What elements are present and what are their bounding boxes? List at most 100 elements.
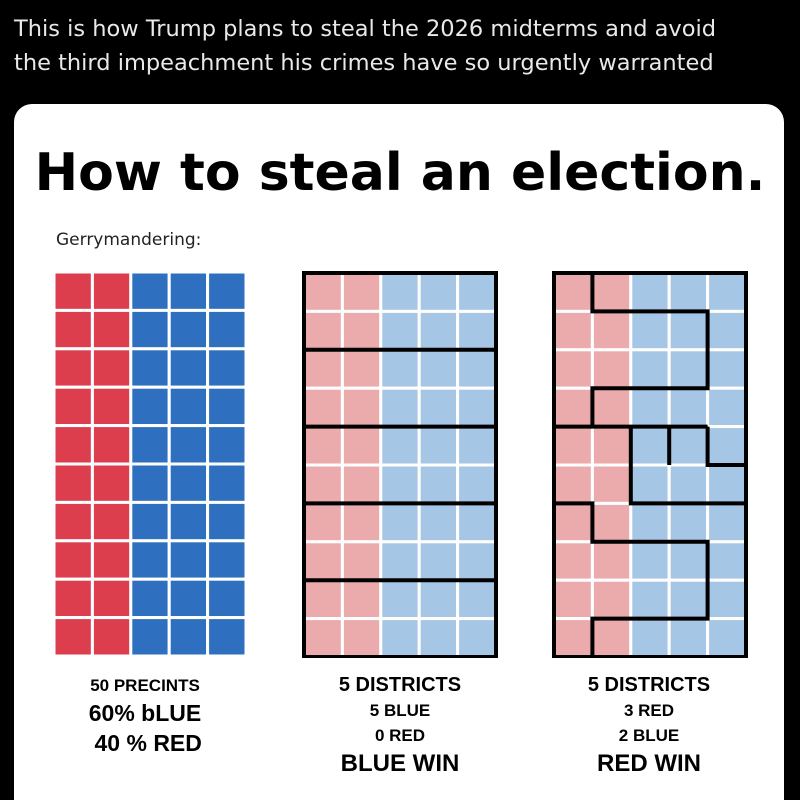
red-precinct bbox=[590, 540, 633, 582]
blue-precinct bbox=[129, 347, 171, 389]
caption-blue-share: 60% bLUE bbox=[88, 700, 202, 726]
blue-precinct bbox=[629, 501, 671, 544]
blue-precinct bbox=[206, 500, 246, 543]
caption-red-districts: 3 RED bbox=[623, 701, 675, 720]
attached-image-card[interactable]: How to steal an election. Gerrymandering… bbox=[14, 104, 784, 800]
blue-precinct bbox=[379, 501, 421, 544]
red-precinct bbox=[340, 425, 383, 467]
red-precinct bbox=[54, 500, 94, 543]
blue-precinct bbox=[706, 578, 748, 621]
red-precinct bbox=[302, 501, 344, 544]
gerrymandered-district-grid bbox=[552, 271, 748, 658]
blue-precinct bbox=[706, 309, 748, 352]
caption-result: BLUE WIN bbox=[340, 750, 460, 777]
red-precinct bbox=[54, 462, 94, 504]
blue-precinct bbox=[629, 578, 671, 621]
red-precinct bbox=[340, 309, 383, 352]
caption-district-count: 5 DISTRICTS bbox=[338, 674, 462, 696]
red-precinct bbox=[340, 578, 383, 621]
blue-precinct bbox=[456, 617, 498, 658]
red-precinct bbox=[552, 348, 594, 390]
caption-blue-districts: 5 BLUE bbox=[369, 701, 431, 720]
red-precinct bbox=[552, 501, 594, 544]
blue-precinct bbox=[706, 348, 748, 390]
blue-precinct bbox=[456, 540, 498, 582]
blue-precinct bbox=[456, 425, 498, 467]
caption-red-share: 40 % RED bbox=[88, 730, 202, 756]
blue-precinct bbox=[417, 578, 460, 621]
blue-precinct bbox=[167, 272, 210, 312]
red-precinct bbox=[302, 386, 344, 429]
red-precinct bbox=[590, 501, 633, 544]
caption-result: RED WIN bbox=[597, 750, 701, 777]
blue-precinct bbox=[667, 540, 710, 582]
blue-precinct bbox=[129, 308, 171, 351]
blue-precinct bbox=[129, 539, 171, 581]
blue-precinct bbox=[629, 425, 671, 467]
red-precinct bbox=[302, 540, 344, 582]
red-precinct bbox=[90, 272, 133, 312]
blue-precinct bbox=[417, 425, 460, 467]
red-precinct bbox=[340, 386, 383, 429]
blue-precinct bbox=[206, 539, 246, 581]
red-precinct bbox=[590, 617, 633, 658]
blue-precinct bbox=[417, 463, 460, 505]
blue-precinct bbox=[167, 462, 210, 504]
red-precinct bbox=[302, 463, 344, 505]
blue-precinct bbox=[129, 385, 171, 428]
blue-precinct bbox=[379, 617, 421, 658]
blue-precinct bbox=[456, 271, 498, 313]
red-precinct bbox=[590, 348, 633, 390]
blue-precinct bbox=[417, 348, 460, 390]
red-precinct bbox=[54, 308, 94, 351]
blue-precinct bbox=[456, 501, 498, 544]
precincts-caption: 50 PRECINTS 60% bLUE 40 % RED bbox=[50, 675, 240, 757]
red-precinct bbox=[552, 309, 594, 352]
blue-precinct bbox=[417, 386, 460, 429]
caption-precinct-count: 50 PRECINTS bbox=[90, 676, 200, 695]
precinct-grid bbox=[54, 272, 246, 656]
red-precinct bbox=[302, 578, 344, 621]
blue-precinct bbox=[629, 309, 671, 352]
red-precinct bbox=[90, 616, 133, 656]
blue-precinct bbox=[206, 347, 246, 389]
red-precinct bbox=[340, 540, 383, 582]
red-precinct bbox=[302, 309, 344, 352]
red-precinct bbox=[552, 540, 594, 582]
red-precinct bbox=[54, 577, 94, 620]
red-precinct bbox=[302, 271, 344, 313]
blue-precinct bbox=[167, 424, 210, 466]
blue-precinct bbox=[417, 501, 460, 544]
red-precinct bbox=[590, 425, 633, 467]
blue-precinct bbox=[167, 500, 210, 543]
gerrymandered-districts-caption: 5 DISTRICTS 3 RED 2 BLUE RED WIN bbox=[549, 672, 749, 780]
blue-precinct bbox=[456, 386, 498, 429]
blue-precinct bbox=[167, 616, 210, 656]
red-precinct bbox=[590, 386, 633, 429]
red-precinct bbox=[590, 309, 633, 352]
blue-precinct bbox=[129, 500, 171, 543]
red-precinct bbox=[54, 385, 94, 428]
blue-precinct bbox=[667, 501, 710, 544]
blue-precinct bbox=[456, 578, 498, 621]
blue-precinct bbox=[706, 617, 748, 658]
blue-precinct bbox=[456, 309, 498, 352]
blue-precinct bbox=[379, 540, 421, 582]
red-precinct bbox=[590, 463, 633, 505]
blue-precinct bbox=[206, 424, 246, 466]
red-precinct bbox=[90, 385, 133, 428]
fair-districts-caption: 5 DISTRICTS 5 BLUE 0 RED BLUE WIN bbox=[300, 672, 500, 780]
blue-precinct bbox=[667, 348, 710, 390]
post-text-line-2: the third impeachment his crimes have so… bbox=[14, 50, 714, 76]
blue-precinct bbox=[417, 271, 460, 313]
red-precinct bbox=[590, 271, 633, 313]
blue-precinct bbox=[206, 272, 246, 312]
caption-blue-districts: 2 BLUE bbox=[618, 726, 680, 745]
fair-district-grid bbox=[302, 271, 498, 658]
blue-precinct bbox=[706, 425, 748, 467]
blue-precinct bbox=[206, 616, 246, 656]
post-text-line-1: This is how Trump plans to steal the 202… bbox=[14, 16, 717, 42]
red-precinct bbox=[340, 348, 383, 390]
blue-precinct bbox=[379, 578, 421, 621]
blue-precinct bbox=[706, 463, 748, 505]
